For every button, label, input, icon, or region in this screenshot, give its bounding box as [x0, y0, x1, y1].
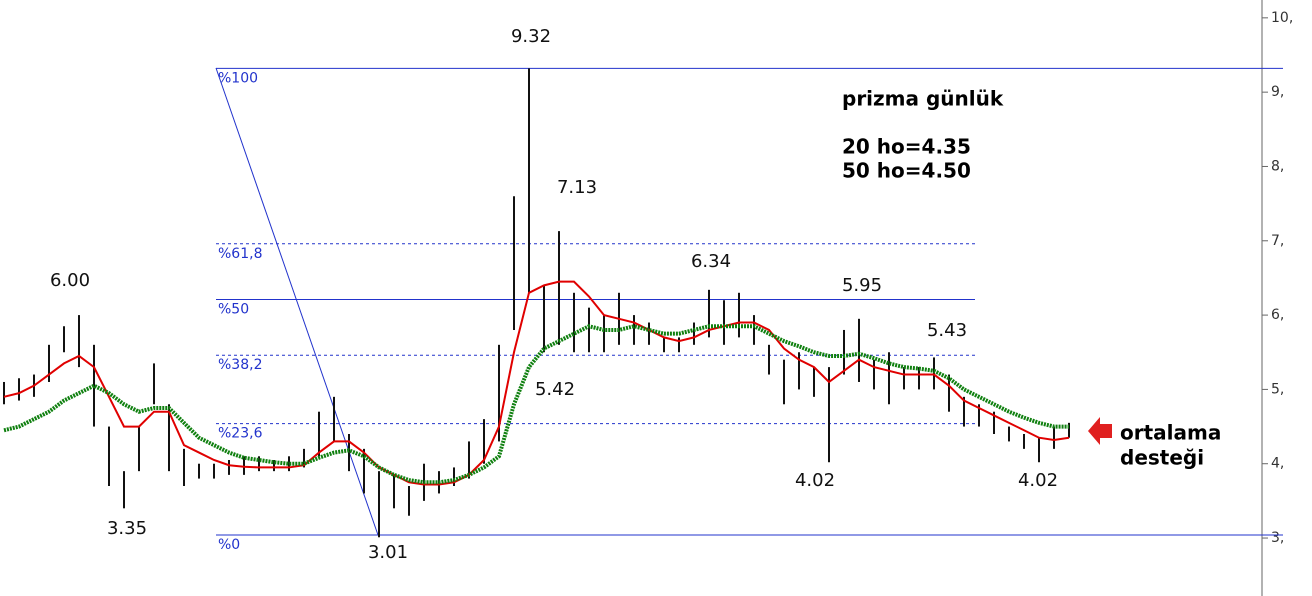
y-tick-label: 5,	[1271, 381, 1284, 397]
y-tick-label: 3,	[1271, 530, 1284, 546]
fib-label: %50	[218, 301, 249, 317]
price-annotation: 3.01	[368, 542, 408, 563]
price-annotation: 5.42	[535, 379, 575, 400]
y-tick-label: 4,	[1271, 456, 1284, 472]
price-annotation: 5.43	[927, 320, 967, 341]
fib-label: %23,6	[218, 426, 263, 442]
price-annotation: 9.32	[511, 26, 551, 47]
callout-text: ortalama	[1120, 421, 1221, 445]
y-tick-label: 10,	[1271, 10, 1293, 26]
price-annotation: 7.13	[557, 177, 597, 198]
y-tick-label: 9,	[1271, 84, 1284, 100]
note-line: 50 ho=4.50	[842, 159, 971, 183]
price-annotation: 4.02	[795, 470, 835, 491]
callout-text: desteği	[1120, 446, 1204, 470]
fib-label: %61,8	[218, 246, 262, 262]
price-annotation: 6.34	[691, 251, 731, 272]
fib-diagonal	[215, 67, 379, 536]
price-annotation: 6.00	[50, 270, 90, 291]
moving-average	[3, 324, 1069, 485]
fib-label: %38,2	[218, 357, 262, 373]
price-annotation: 5.95	[842, 275, 882, 296]
moving-average	[3, 280, 1070, 486]
price-annotation: 4.02	[1018, 470, 1058, 491]
callout-arrow	[1088, 417, 1112, 445]
note-line: 20 ho=4.35	[842, 135, 971, 159]
y-tick-label: 8,	[1271, 158, 1284, 174]
fib-label: %0	[218, 537, 240, 553]
y-tick-label: 7,	[1271, 233, 1284, 249]
y-tick-label: 6,	[1271, 307, 1284, 323]
price-annotation: 3.35	[107, 518, 147, 539]
note-title: prizma günlük	[842, 87, 1004, 111]
fib-label: %100	[218, 70, 258, 86]
